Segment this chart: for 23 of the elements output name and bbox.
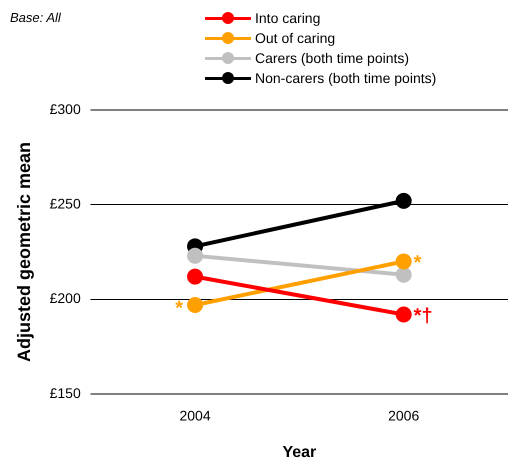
annotation: *† xyxy=(414,304,433,327)
point xyxy=(396,266,412,283)
point xyxy=(396,192,412,209)
legend-label: Non-carers (both time points) xyxy=(255,69,436,88)
point xyxy=(396,306,412,322)
legend-label: Carers (both time points) xyxy=(255,49,410,68)
y-tick-label: £250 xyxy=(50,196,81,212)
y-axis-title: Adjusted geometric mean xyxy=(14,142,34,362)
y-tick-label: £300 xyxy=(50,100,81,117)
x-tick-label: 2004 xyxy=(179,407,211,424)
annotation: * xyxy=(175,298,184,320)
text: Base: All xyxy=(10,10,61,25)
x-axis-title: Year xyxy=(282,444,316,461)
legend-label: Out of caring xyxy=(255,29,336,48)
x-tick-label: 2006 xyxy=(388,407,420,424)
y-tick-label: £150 xyxy=(50,384,81,401)
annotation: * xyxy=(414,252,422,274)
point xyxy=(187,248,204,264)
point xyxy=(187,297,204,314)
point xyxy=(396,253,412,270)
point xyxy=(187,268,204,285)
y-tick-label: £200 xyxy=(50,290,81,306)
legend-label: Into caring xyxy=(255,9,320,28)
